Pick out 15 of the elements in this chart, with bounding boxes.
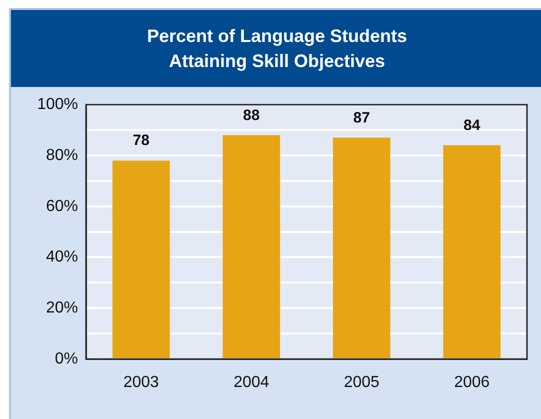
data-label: 88 xyxy=(243,106,260,124)
y-tick-label: 40% xyxy=(46,248,78,266)
y-tick-label: 60% xyxy=(46,198,78,215)
y-tick-label: 80% xyxy=(46,146,78,164)
x-tick-label: 2003 xyxy=(123,374,160,392)
y-tick-label: 0% xyxy=(54,350,78,368)
data-label: 87 xyxy=(353,109,370,126)
x-tick-label: 2006 xyxy=(454,374,490,392)
data-label: 78 xyxy=(132,132,150,150)
y-tick-label: 100% xyxy=(37,96,78,114)
x-tick-label: 2004 xyxy=(234,374,270,392)
data-label: 84 xyxy=(464,116,481,134)
x-tick-label: 2005 xyxy=(344,374,380,392)
chart-title: Percent of Language Students Attaining Skill Objectives xyxy=(146,24,408,73)
y-tick-label: 20% xyxy=(46,300,78,317)
